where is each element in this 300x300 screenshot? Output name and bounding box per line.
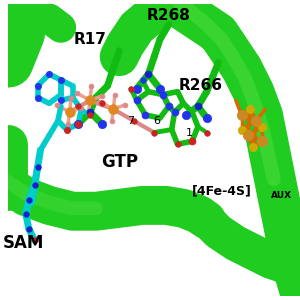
Text: 1: 1 bbox=[186, 128, 193, 137]
Text: SAM: SAM bbox=[2, 234, 44, 252]
Text: R266: R266 bbox=[179, 78, 223, 93]
Text: [4Fe-4S]: [4Fe-4S] bbox=[192, 184, 252, 197]
Text: AUX: AUX bbox=[271, 190, 292, 200]
Text: 7: 7 bbox=[127, 116, 134, 126]
Text: R268: R268 bbox=[147, 8, 191, 23]
Text: GTP: GTP bbox=[101, 153, 138, 171]
Text: R17: R17 bbox=[74, 32, 106, 47]
Text: 6: 6 bbox=[154, 116, 160, 126]
